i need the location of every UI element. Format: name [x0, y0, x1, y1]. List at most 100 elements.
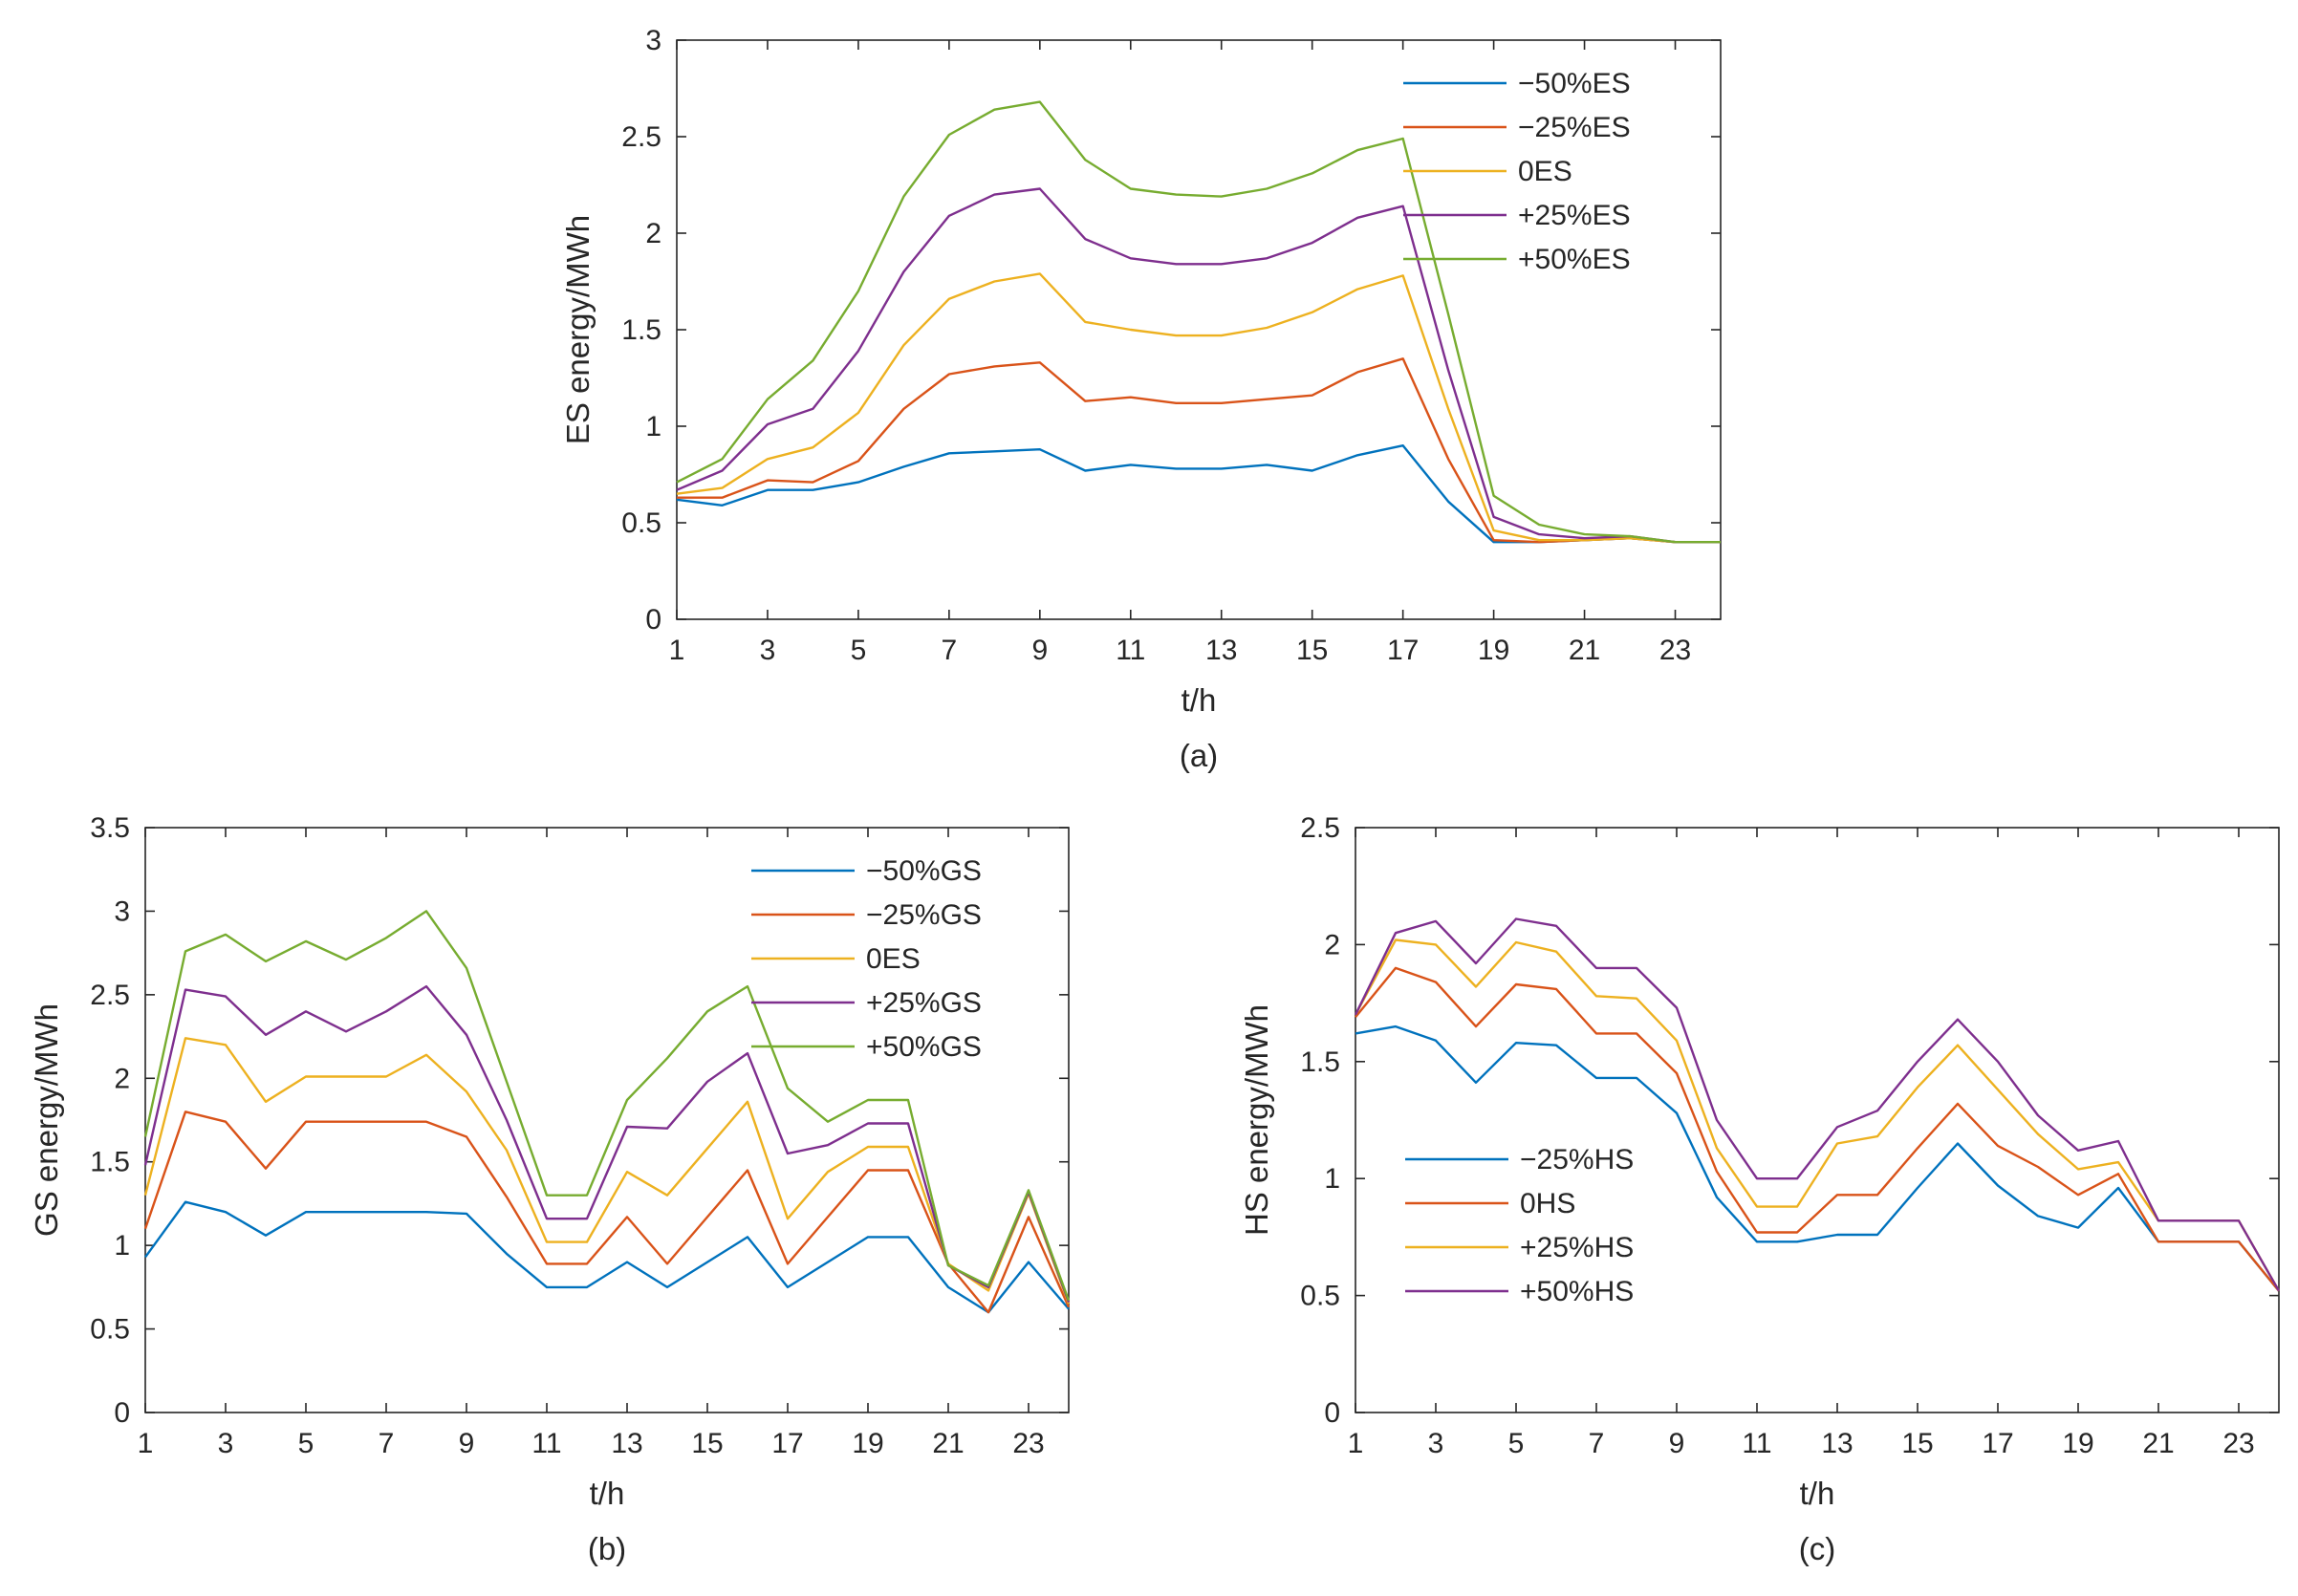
- y-tick-label: 3: [114, 895, 130, 927]
- x-tick-label: 5: [1508, 1428, 1525, 1459]
- series-line: [677, 357, 1721, 544]
- legend-label: 0ES: [1518, 156, 1572, 187]
- x-tick-label: 17: [771, 1428, 803, 1459]
- x-tick-label: 11: [1116, 635, 1145, 666]
- x-axis-label: t/h: [590, 1476, 625, 1511]
- legend-label: −50%GS: [866, 855, 982, 887]
- x-tick-label: 1: [1348, 1428, 1364, 1459]
- series-line: [143, 910, 1071, 1302]
- legend-label: 0ES: [866, 943, 921, 975]
- legend-label: +50%HS: [1520, 1276, 1634, 1307]
- x-tick-label: 19: [852, 1428, 883, 1459]
- chart-b: 1 3 5 7 9 11 13 15 17 19 21 2300.511.522.533.5t/hGS…: [29, 812, 1071, 1566]
- x-tick-label: 9: [1031, 635, 1048, 666]
- y-tick-label: 1: [645, 411, 661, 442]
- x-tick-label: 19: [2062, 1428, 2093, 1459]
- x-tick-label: 23: [1012, 1428, 1044, 1459]
- y-tick-label: 2.5: [1300, 812, 1340, 844]
- x-tick-label: 3: [760, 635, 776, 666]
- y-tick-label: 3.5: [90, 812, 130, 844]
- series-line: [144, 1200, 1070, 1314]
- legend-label: −25%GS: [866, 899, 982, 931]
- y-tick-label: 0.5: [621, 507, 661, 539]
- y-tick-label: 3: [645, 25, 661, 56]
- x-tick-label: 15: [691, 1428, 723, 1459]
- x-tick-label: 5: [298, 1428, 314, 1459]
- panel-caption: (b): [588, 1531, 626, 1566]
- x-tick-label: 5: [851, 635, 867, 666]
- y-tick-label: 1.5: [1300, 1046, 1340, 1078]
- y-tick-label: 1: [1324, 1163, 1340, 1195]
- y-axis-label: ES energy/MWh: [560, 215, 596, 444]
- series-line: [143, 984, 1071, 1304]
- x-tick-label: 1: [138, 1428, 154, 1459]
- y-tick-label: 0: [1324, 1397, 1340, 1429]
- x-tick-label: 17: [1387, 635, 1419, 666]
- series-line: [1355, 1024, 2280, 1292]
- x-tick-label: 7: [942, 635, 958, 666]
- series-line: [1354, 917, 2281, 1292]
- x-tick-label: 21: [932, 1428, 964, 1459]
- legend-label: −25%ES: [1518, 112, 1631, 143]
- x-tick-label: 17: [1982, 1428, 2013, 1459]
- series-line: [143, 1037, 1071, 1305]
- x-tick-label: 23: [2222, 1428, 2254, 1459]
- y-tick-label: 2: [114, 1063, 130, 1094]
- y-tick-label: 0: [114, 1397, 130, 1429]
- x-tick-label: 9: [459, 1428, 475, 1459]
- x-tick-label: 13: [1821, 1428, 1853, 1459]
- series-line: [143, 1111, 1071, 1314]
- x-tick-label: 3: [1428, 1428, 1444, 1459]
- x-tick-label: 11: [1742, 1428, 1771, 1459]
- x-tick-label: 3: [218, 1428, 234, 1459]
- y-tick-label: 0: [645, 604, 661, 636]
- plot-area-box: [1355, 827, 2280, 1413]
- y-tick-label: 2.5: [90, 980, 130, 1011]
- x-tick-label: 19: [1478, 635, 1509, 666]
- legend: −50%ES −25%ES 0ES +25%ES +50%ES: [1403, 68, 1631, 275]
- legend-label: +25%HS: [1520, 1232, 1634, 1263]
- legend-label: +50%GS: [866, 1031, 982, 1063]
- y-tick-label: 1: [114, 1230, 130, 1262]
- y-axis-label: GS energy/MWh: [29, 1003, 64, 1237]
- y-tick-label: 2: [1324, 929, 1340, 960]
- series-line: [676, 272, 1721, 544]
- legend-label: −50%ES: [1518, 68, 1631, 99]
- legend-label: +25%ES: [1518, 200, 1631, 231]
- x-tick-label: 7: [1589, 1428, 1605, 1459]
- legend-label: −25%HS: [1520, 1144, 1634, 1175]
- panel-caption: (a): [1180, 738, 1218, 773]
- y-tick-label: 2: [645, 218, 661, 249]
- series-line: [1355, 966, 2280, 1292]
- x-tick-label: 15: [1296, 635, 1328, 666]
- panel-caption: (c): [1799, 1531, 1835, 1566]
- y-tick-label: 0.5: [90, 1314, 130, 1346]
- plot-area-box: [144, 827, 1070, 1413]
- legend: −50%GS −25%GS 0ES +25%GS +50%GS: [751, 855, 982, 1063]
- series-line: [676, 187, 1721, 544]
- x-tick-label: 23: [1659, 635, 1691, 666]
- x-tick-label: 21: [2142, 1428, 2174, 1459]
- y-tick-label: 1.5: [621, 314, 661, 346]
- legend-label: +25%GS: [866, 987, 982, 1019]
- legend-label: +50%ES: [1518, 244, 1631, 275]
- series-line: [676, 100, 1721, 544]
- legend-label: 0HS: [1520, 1188, 1575, 1219]
- x-tick-label: 13: [1205, 635, 1237, 666]
- x-tick-label: 11: [531, 1428, 561, 1459]
- x-tick-label: 9: [1669, 1428, 1685, 1459]
- y-tick-label: 2.5: [621, 121, 661, 153]
- x-tick-label: 7: [379, 1428, 395, 1459]
- plot-area-box: [676, 39, 1722, 620]
- legend: −25%HS 0HS +25%HS +50%HS: [1405, 1144, 1634, 1307]
- x-tick-label: 15: [1901, 1428, 1933, 1459]
- x-axis-label: t/h: [1800, 1476, 1835, 1511]
- x-tick-label: 1: [669, 635, 685, 666]
- series-line: [1354, 938, 2281, 1292]
- x-tick-label: 21: [1569, 635, 1600, 666]
- x-tick-label: 13: [611, 1428, 642, 1459]
- y-tick-label: 1.5: [90, 1147, 130, 1178]
